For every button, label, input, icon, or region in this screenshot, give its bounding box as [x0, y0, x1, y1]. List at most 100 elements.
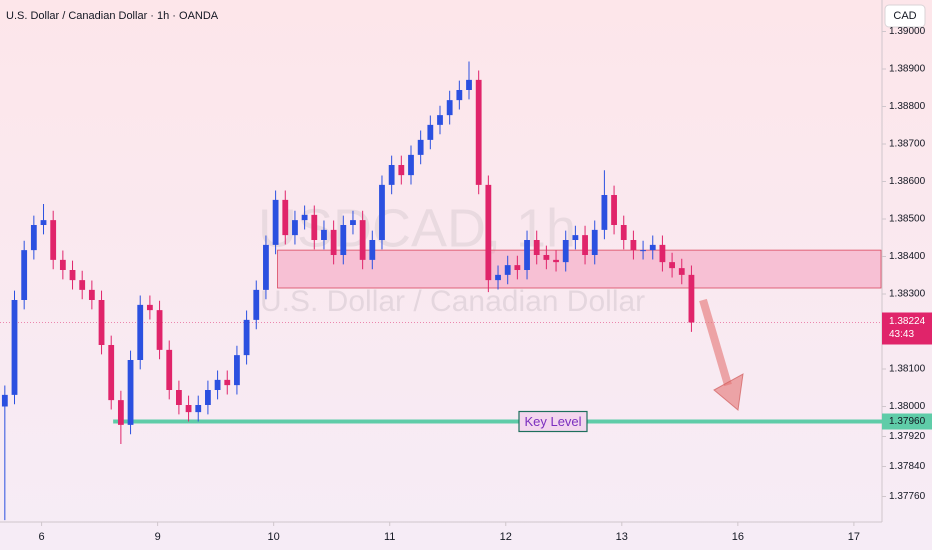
candle-body: [137, 304, 144, 360]
countdown: 43:43: [889, 329, 914, 340]
y-tick-label: 1.38100: [889, 364, 926, 375]
candle-body: [688, 274, 695, 323]
candle-body: [224, 379, 231, 386]
candle-body: [543, 255, 550, 260]
candle-body: [263, 244, 269, 290]
candle-body: [156, 310, 163, 350]
candle-body: [466, 79, 472, 90]
candle-body: [417, 139, 424, 155]
candle-body: [330, 229, 337, 255]
candle-body: [669, 262, 675, 269]
candle-body: [437, 115, 443, 125]
candle-body: [30, 225, 37, 251]
candle-body: [582, 235, 588, 255]
candle-body: [388, 165, 395, 185]
x-tick-label: 9: [155, 531, 161, 543]
watermark-name: U.S. Dollar / Canadian Dollar: [260, 285, 645, 318]
candle-body: [59, 259, 66, 270]
y-tick-label: 1.38400: [889, 251, 926, 262]
candle-body: [79, 280, 86, 290]
chart-title: U.S. Dollar / Canadian Dollar · 1h · OAN…: [6, 10, 219, 22]
candle-body: [69, 270, 76, 281]
candle-body: [630, 240, 637, 251]
candle-body: [214, 379, 221, 390]
candle-body: [292, 220, 298, 236]
candle-body: [495, 274, 501, 281]
candle-body: [108, 345, 115, 401]
candle-body: [185, 405, 192, 413]
y-tick-label: 1.38000: [889, 401, 926, 412]
candle-body: [475, 79, 482, 185]
currency-button[interactable]: [884, 4, 926, 28]
candle-body: [321, 229, 327, 240]
candle-body: [350, 220, 356, 225]
candle-body: [146, 304, 153, 311]
last-price: 1.38224: [889, 316, 926, 327]
candle-body: [340, 225, 347, 255]
y-tick-label: 1.37840: [889, 461, 926, 472]
candle-body: [553, 259, 559, 263]
candle-body: [649, 244, 656, 251]
candle-body: [272, 199, 279, 245]
candle-body: [11, 300, 18, 395]
candle-body: [524, 240, 530, 270]
currency: CAD: [893, 10, 916, 22]
y-tick-label: 1.38500: [889, 214, 926, 225]
candle-body: [234, 355, 240, 386]
candle-body: [572, 235, 579, 240]
candle-body: [40, 220, 47, 225]
candle-body: [591, 229, 598, 255]
candle-body: [379, 184, 385, 240]
candle-body: [659, 244, 666, 263]
candle-body: [176, 390, 182, 405]
key-level-box: [518, 410, 588, 433]
x-tick-label: 11: [384, 531, 395, 543]
y-tick-label: 1.38900: [889, 64, 926, 75]
arrow-shaft: [699, 298, 732, 387]
x-tick-label: 12: [500, 531, 512, 543]
key-level-price: 1.37960: [889, 416, 926, 427]
candle-body: [311, 214, 318, 240]
candle-body: [117, 400, 124, 425]
candle-body: [456, 90, 463, 101]
candle-body: [514, 265, 521, 270]
candle-body: [253, 289, 260, 320]
last-price-box: [882, 312, 932, 345]
key-level-annotation: Key Level: [524, 414, 581, 429]
candle-body: [21, 250, 28, 300]
candle-body: [301, 214, 308, 221]
candle-body: [562, 240, 569, 263]
candle-body: [166, 349, 173, 390]
y-tick-label: 1.38600: [889, 176, 926, 187]
x-tick-label: 6: [39, 531, 45, 543]
y-tick-label: 1.38300: [889, 289, 926, 300]
candle-body: [611, 195, 617, 225]
y-tick-label: 1.38800: [889, 101, 926, 112]
candle-body: [195, 405, 202, 413]
y-tick-label: 1.38700: [889, 139, 926, 150]
y-tick-label: 1.37920: [889, 431, 926, 442]
candle-body: [1, 394, 8, 407]
candle-body: [620, 225, 627, 240]
candle-body: [282, 199, 289, 236]
x-tick-label: 10: [268, 531, 280, 543]
candle-body: [369, 240, 376, 260]
candle-body: [640, 250, 646, 252]
candle-body: [427, 124, 434, 140]
candle-body: [50, 220, 57, 260]
y-tick-label: 1.39000: [889, 26, 926, 37]
candle-body: [601, 195, 608, 230]
candle-body: [678, 268, 685, 275]
key-level-price-box: [882, 413, 932, 430]
candle-body: [408, 154, 414, 176]
arrow-head: [713, 373, 744, 411]
candle-body: [398, 165, 405, 176]
candle-body: [127, 360, 134, 425]
candle-body: [243, 319, 250, 356]
resistance-zone: [277, 249, 882, 289]
candle-body: [88, 289, 95, 300]
watermark-symbol: USDCAD, 1h: [258, 198, 576, 258]
candle-body: [359, 220, 366, 260]
x-tick-label: 17: [848, 531, 860, 543]
